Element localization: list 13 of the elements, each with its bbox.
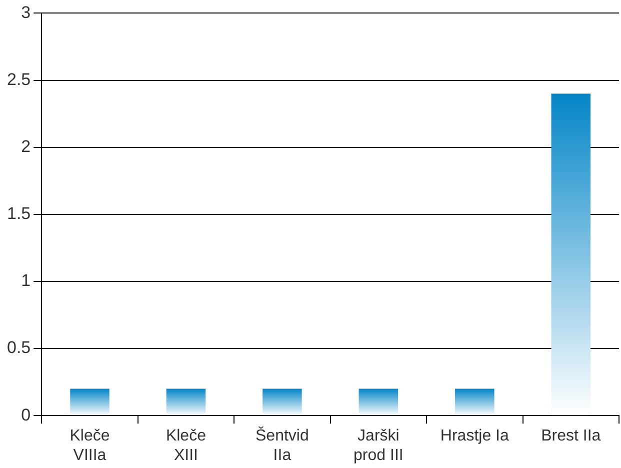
- x-tick-label: Kleče VIIIa: [70, 428, 110, 464]
- y-tick-label: 2.5: [6, 70, 31, 89]
- y-tick-label: 0: [21, 405, 31, 424]
- y-tick-label: 1.5: [6, 204, 31, 224]
- x-tick-label: Jarški prod III: [354, 428, 404, 464]
- x-tick-label: Šentvid IIa: [256, 426, 309, 464]
- y-tick-label: 3: [21, 2, 31, 22]
- y-tick-label: 2: [21, 137, 31, 156]
- y-tick-label: 0.5: [6, 338, 31, 358]
- y-tick-label: 1: [21, 271, 31, 290]
- x-tick-label: Hrastje Ia: [440, 428, 509, 445]
- x-tick-label: Kleče XIII: [166, 428, 206, 464]
- x-tick-label: Brest IIa: [541, 428, 601, 445]
